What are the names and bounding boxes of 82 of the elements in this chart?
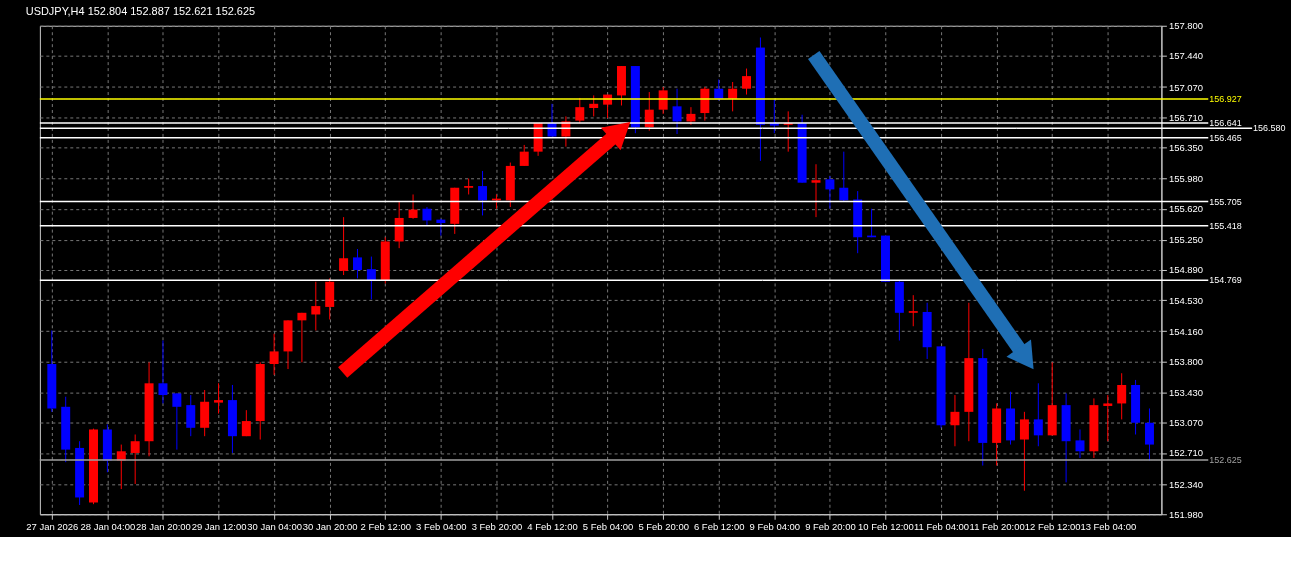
- y-tick-label: 151.980: [1168, 508, 1204, 520]
- ref-line-label: 155.705: [1209, 196, 1242, 207]
- x-tick-label: 3 Feb 04:00: [416, 520, 467, 532]
- y-tick-label: 155.980: [1168, 173, 1204, 184]
- candlestick: [297, 312, 307, 363]
- candlestick: [394, 201, 404, 249]
- x-tick-label: 30 Jan 20:00: [302, 520, 358, 532]
- candlestick: [130, 434, 140, 485]
- candlestick: [422, 206, 432, 227]
- candlestick: [311, 281, 321, 331]
- candlestick: [1075, 428, 1085, 459]
- candlestick: [172, 392, 182, 451]
- candlestick: [158, 340, 168, 404]
- x-tick-label: 27 Jan 2026: [26, 520, 79, 532]
- candlestick: [1033, 382, 1043, 447]
- candlestick: [353, 248, 362, 279]
- x-tick-label: 29 Jan 12:00: [191, 520, 247, 532]
- candlestick: [575, 97, 585, 124]
- y-tick-label: 153.800: [1168, 355, 1204, 367]
- x-tick-label: 4 Feb 12:00: [527, 520, 578, 532]
- candlestick: [908, 294, 918, 327]
- y-tick-label: 153.430: [1168, 387, 1204, 399]
- candlestick: [658, 86, 668, 115]
- y-tick-label: 157.440: [1168, 50, 1204, 62]
- ref-line-label: 155.418: [1209, 220, 1242, 231]
- candlestick: [589, 94, 599, 117]
- candlestick: [1019, 411, 1029, 492]
- y-tick-label: 155.250: [1168, 234, 1204, 246]
- ref-line-label: 156.927: [1209, 94, 1242, 105]
- candlestick: [214, 382, 224, 415]
- x-tick-label: 11 Feb 04:00: [914, 520, 970, 532]
- x-tick-label: 3 Feb 20:00: [471, 520, 523, 532]
- x-tick-label: 9 Feb 04:00: [749, 520, 801, 532]
- candlestick: [825, 175, 835, 210]
- y-tick-label: 155.620: [1168, 203, 1204, 215]
- x-tick-label: 30 Jan 04:00: [247, 520, 302, 532]
- ref-line-label: 152.625: [1209, 455, 1242, 466]
- candlestick: [366, 256, 376, 300]
- candlestick: [186, 394, 196, 437]
- candlestick: [478, 170, 488, 216]
- candlestick: [839, 151, 849, 203]
- candlestick: [811, 163, 821, 218]
- ref-line-label: 154.769: [1209, 275, 1242, 286]
- x-tick-label: 6 Feb 12:00: [693, 520, 745, 532]
- y-tick-label: 156.710: [1168, 111, 1204, 123]
- y-tick-label: 154.530: [1168, 294, 1204, 306]
- x-tick-label: 5 Feb 20:00: [638, 520, 689, 532]
- y-tick-label: 152.710: [1168, 447, 1204, 459]
- y-tick-label: 157.800: [1168, 20, 1204, 32]
- y-tick-label: 154.160: [1168, 325, 1204, 337]
- x-tick-label: 28 Jan 04:00: [80, 520, 136, 532]
- x-tick-label: 2 Feb 12:00: [360, 520, 412, 532]
- candlestick: [1103, 394, 1113, 442]
- chart-title: USDJPY,H4 152.804 152.887 152.621 152.625: [25, 4, 256, 17]
- candlestick: [519, 144, 529, 167]
- ref-line-label: 156.641: [1209, 118, 1242, 129]
- candlestick: [339, 216, 349, 276]
- candlestick: [269, 333, 279, 376]
- candlestick: [1144, 407, 1154, 462]
- candlestick: [436, 218, 446, 237]
- x-tick-label: 13 Feb 04:00: [1080, 520, 1137, 532]
- x-tick-label: 5 Feb 04:00: [582, 520, 634, 532]
- ref-line-label: 156.580: [1253, 123, 1286, 134]
- x-tick-label: 12 Feb 12:00: [1024, 520, 1081, 532]
- x-tick-label: 11 Feb 20:00: [969, 520, 1025, 532]
- x-tick-label: 10 Feb 12:00: [858, 520, 914, 532]
- y-tick-label: 157.070: [1168, 81, 1204, 93]
- y-tick-label: 154.890: [1168, 264, 1204, 276]
- x-tick-label: 9 Feb 20:00: [805, 520, 856, 532]
- candlestick: [408, 193, 418, 220]
- ref-line-label: 156.465: [1209, 132, 1242, 143]
- y-tick-label: 152.340: [1168, 478, 1204, 490]
- candlestick: [950, 394, 960, 447]
- candlestick: [672, 88, 682, 135]
- candlestick: [742, 68, 752, 96]
- candlestick: [1117, 372, 1127, 420]
- candlestick: [241, 409, 251, 437]
- x-tick-label: 28 Jan 20:00: [136, 520, 191, 532]
- y-tick-label: 156.350: [1168, 141, 1204, 153]
- candlestick: [728, 81, 738, 112]
- candlestick: [686, 106, 696, 126]
- y-tick-label: 153.070: [1168, 417, 1204, 429]
